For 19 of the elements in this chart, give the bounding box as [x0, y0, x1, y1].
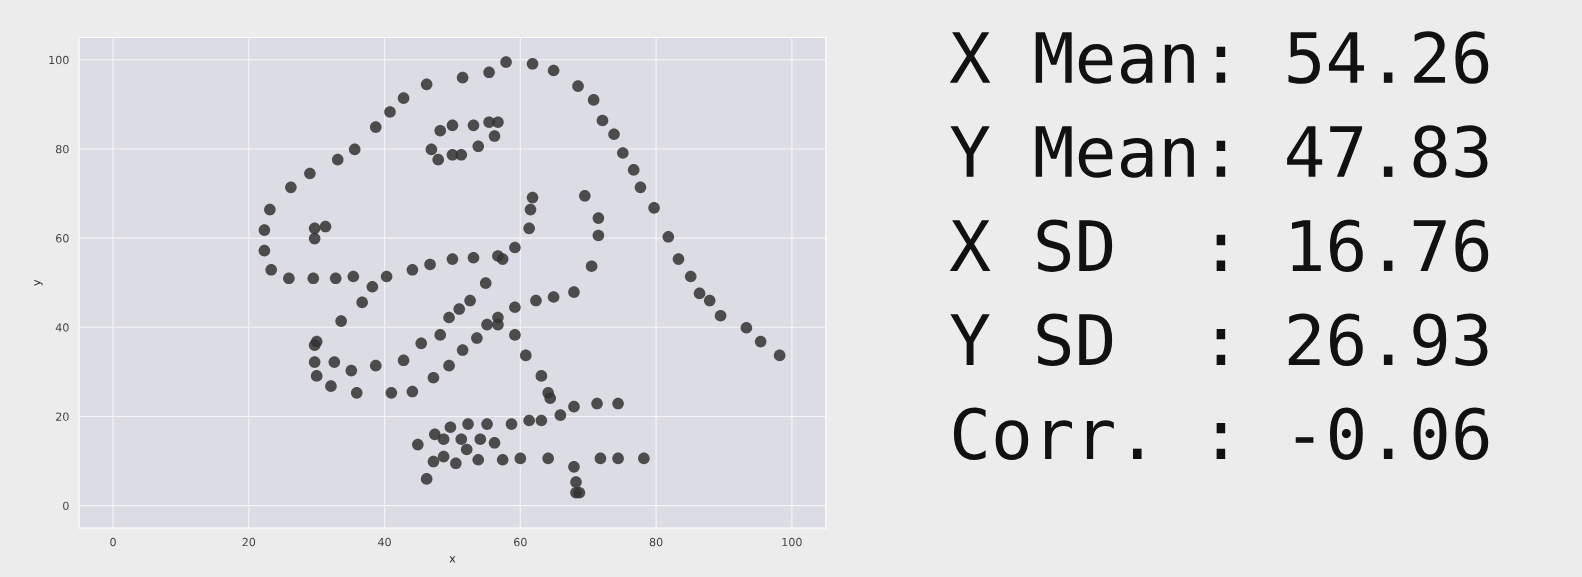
x-axis-title: x [449, 556, 456, 563]
text: Y SD : 26.93 [950, 313, 1488, 366]
y-tick-label: 100 [49, 55, 69, 65]
y-tick-label: 0 [63, 501, 69, 511]
text: Y Mean: 47.83 [950, 125, 1488, 178]
y-axis-title: y [34, 279, 43, 286]
x-tick-label: 100 [782, 537, 802, 547]
x-tick-label: 80 [649, 537, 663, 547]
text: Corr. : -0.06 [953, 407, 1489, 461]
x-tick-label: 40 [378, 537, 391, 547]
y-tick-label: 80 [55, 144, 69, 154]
y-tick-label: 60 [56, 234, 69, 243]
y-tick-label: 40 [55, 323, 69, 332]
text: X SD : 16.76 [949, 219, 1489, 272]
text: X Mean: 54.26 [949, 31, 1489, 84]
x-tick-label: 0 [110, 537, 116, 547]
x-tick-label: 60 [514, 537, 527, 547]
y-tick-label: 20 [56, 412, 69, 421]
x-tick-label: 20 [242, 537, 256, 547]
